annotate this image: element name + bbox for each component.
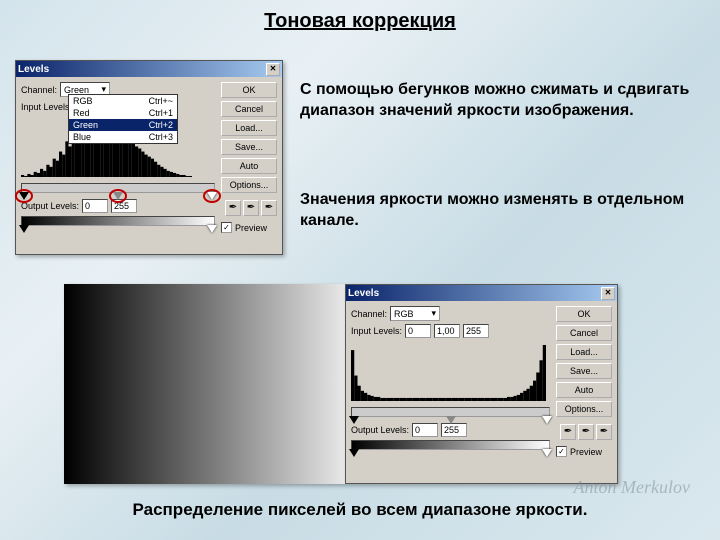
channel-label: Channel: [351, 309, 387, 319]
menu-item-rgb[interactable]: RGB Ctrl+~ [69, 95, 177, 107]
preview-label: Preview [570, 447, 602, 457]
gradient-sample [64, 284, 345, 484]
save-button[interactable]: Save... [556, 363, 612, 379]
circle-highlight [203, 189, 221, 203]
menu-item-green[interactable]: Green Ctrl+2 [69, 119, 177, 131]
eyedropper-white-icon[interactable]: ✒ [261, 200, 277, 216]
dialog-title: Levels [348, 288, 379, 299]
menu-label: Red [73, 108, 90, 118]
bottom-caption: Распределение пикселей во всем диапазоне… [0, 500, 720, 520]
output-black[interactable]: 0 [82, 199, 108, 213]
cancel-button[interactable]: Cancel [221, 101, 277, 117]
out-white-handle[interactable] [542, 449, 552, 457]
menu-label: RGB [73, 96, 93, 106]
input-black[interactable]: 0 [405, 324, 431, 338]
auto-button[interactable]: Auto [221, 158, 277, 174]
channel-value: RGB [394, 309, 414, 319]
out-black-handle[interactable] [349, 449, 359, 457]
menu-shortcut: Ctrl+3 [149, 132, 173, 142]
eyedropper-gray-icon[interactable]: ✒ [243, 200, 259, 216]
paragraph-2: Значения яркости можно изменять в отдель… [300, 190, 700, 232]
output-levels-label: Output Levels: [21, 201, 79, 211]
menu-shortcut: Ctrl+1 [149, 108, 173, 118]
titlebar[interactable]: Levels ✕ [346, 285, 617, 301]
titlebar[interactable]: Levels ✕ [16, 61, 282, 77]
eyedropper-black-icon[interactable]: ✒ [560, 424, 576, 440]
ok-button[interactable]: OK [556, 306, 612, 322]
channel-value: Green [64, 85, 89, 95]
input-gamma[interactable]: 1,00 [434, 324, 460, 338]
channel-menu: RGB Ctrl+~ Red Ctrl+1 Green Ctrl+2 Blue Ctrl… [68, 94, 178, 144]
auto-button[interactable]: Auto [556, 382, 612, 398]
input-slider[interactable] [351, 407, 550, 417]
output-slider[interactable] [21, 216, 215, 226]
paragraph-1: С помощью бегунков можно сжимать и сдвиг… [300, 80, 700, 122]
output-slider[interactable] [351, 440, 550, 450]
eyedropper-white-icon[interactable]: ✒ [596, 424, 612, 440]
preview-checkbox[interactable]: ✓ [221, 222, 232, 233]
black-point-handle[interactable] [349, 416, 359, 424]
page-title: Тоновая коррекция [0, 0, 720, 38]
circle-highlight [109, 189, 127, 203]
load-button[interactable]: Load... [221, 120, 277, 136]
out-white-handle[interactable] [207, 225, 217, 233]
load-button[interactable]: Load... [556, 344, 612, 360]
menu-label: Green [73, 120, 98, 130]
signature: Anton Merkulov [574, 477, 690, 498]
close-icon[interactable]: ✕ [266, 63, 280, 76]
levels-dialog-1: Levels ✕ Channel: Green ▾ RGBCtrl+~ RedC… [15, 60, 283, 255]
circle-highlight [15, 189, 33, 203]
histogram-2 [351, 343, 546, 401]
input-slider[interactable] [21, 183, 215, 193]
menu-item-red[interactable]: Red Ctrl+1 [69, 107, 177, 119]
output-black[interactable]: 0 [412, 423, 438, 437]
save-button[interactable]: Save... [221, 139, 277, 155]
options-button[interactable]: Options... [556, 401, 612, 417]
preview-checkbox[interactable]: ✓ [556, 446, 567, 457]
cancel-button[interactable]: Cancel [556, 325, 612, 341]
gamma-handle[interactable] [446, 416, 456, 424]
input-levels-label: Input Levels: [21, 102, 72, 112]
ok-button[interactable]: OK [221, 82, 277, 98]
input-levels-label: Input Levels: [351, 326, 402, 336]
preview-label: Preview [235, 223, 267, 233]
channel-label: Channel: [21, 85, 57, 95]
close-icon[interactable]: ✕ [601, 287, 615, 300]
output-white[interactable]: 255 [441, 423, 467, 437]
output-levels-label: Output Levels: [351, 425, 409, 435]
menu-shortcut: Ctrl+~ [148, 96, 173, 106]
eyedropper-gray-icon[interactable]: ✒ [578, 424, 594, 440]
eyedropper-black-icon[interactable]: ✒ [225, 200, 241, 216]
options-button[interactable]: Options... [221, 177, 277, 193]
menu-label: Blue [73, 132, 91, 142]
menu-shortcut: Ctrl+2 [149, 120, 173, 130]
out-black-handle[interactable] [19, 225, 29, 233]
white-point-handle[interactable] [542, 416, 552, 424]
levels-dialog-2: Levels ✕ Channel: RGB ▾ Input Levels: 0 … [345, 284, 618, 484]
channel-dropdown[interactable]: RGB ▾ [390, 306, 440, 321]
menu-item-blue[interactable]: Blue Ctrl+3 [69, 131, 177, 143]
chevron-down-icon: ▾ [432, 308, 437, 319]
input-white[interactable]: 255 [463, 324, 489, 338]
dialog-title: Levels [18, 64, 49, 75]
